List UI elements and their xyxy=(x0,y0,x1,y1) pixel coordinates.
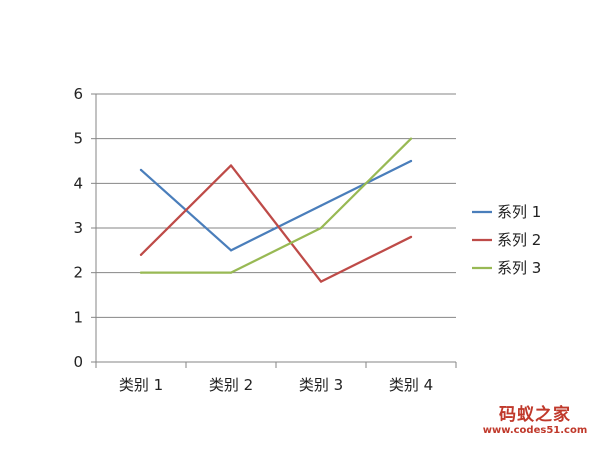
data-point xyxy=(139,253,143,256)
watermark-logo: 码蚁之家 www.codes51.com xyxy=(480,405,590,437)
legend-label: 系列 1 xyxy=(497,203,541,221)
series-2 xyxy=(139,164,413,283)
data-point xyxy=(139,271,143,274)
y-tick-labels: 0 1 2 3 4 5 6 xyxy=(73,85,83,371)
data-point xyxy=(229,249,233,252)
data-point xyxy=(409,137,413,140)
data-point xyxy=(229,271,233,274)
x-tick-label: 类别 4 xyxy=(389,376,433,394)
y-tick-label: 3 xyxy=(73,219,83,237)
legend-item: 系列 3 xyxy=(472,259,541,277)
y-tick-label: 2 xyxy=(73,264,83,282)
data-point xyxy=(229,164,233,167)
data-point xyxy=(319,204,323,207)
x-tick-labels: 类别 1 类别 2 类别 3 类别 4 xyxy=(119,376,433,394)
gridlines xyxy=(96,93,456,318)
y-tick-label: 1 xyxy=(73,308,83,326)
series-1 xyxy=(139,159,413,252)
series-line xyxy=(139,164,413,283)
series-line xyxy=(139,159,413,252)
axis-ticks xyxy=(91,93,457,368)
x-tick-label: 类别 2 xyxy=(209,376,253,394)
legend-item: 系列 2 xyxy=(472,231,541,249)
watermark-url: www.codes51.com xyxy=(482,425,588,436)
series-3 xyxy=(139,137,413,274)
series-line xyxy=(139,137,413,274)
data-point xyxy=(319,226,323,230)
series-lines xyxy=(139,137,413,283)
legend-label: 系列 3 xyxy=(497,259,541,277)
y-tick-label: 6 xyxy=(73,85,83,103)
data-point xyxy=(409,159,413,163)
legend-label: 系列 2 xyxy=(497,231,541,249)
y-tick-label: 4 xyxy=(73,174,83,192)
y-tick-label: 5 xyxy=(73,130,83,148)
watermark-title: 码蚁之家 xyxy=(499,405,571,425)
data-point xyxy=(139,168,143,172)
x-tick-label: 类别 3 xyxy=(299,376,343,394)
data-point xyxy=(409,235,413,239)
data-point xyxy=(319,280,323,283)
legend-item: 系列 1 xyxy=(472,203,541,221)
x-tick-label: 类别 1 xyxy=(119,376,163,394)
y-tick-label: 0 xyxy=(73,353,83,371)
legend: 系列 1 系列 2 系列 3 xyxy=(472,203,541,277)
